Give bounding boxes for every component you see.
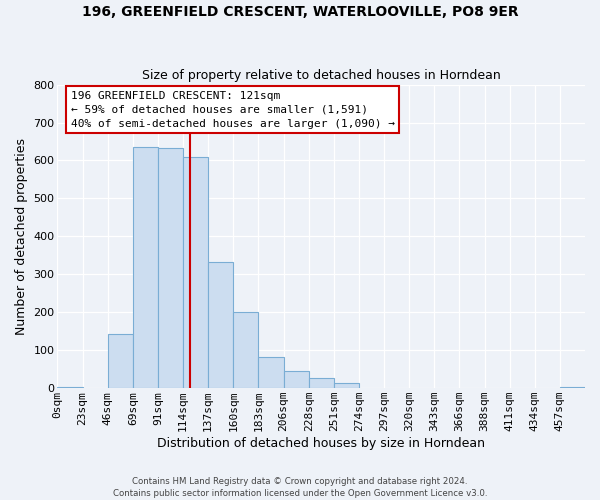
Text: 196, GREENFIELD CRESCENT, WATERLOOVILLE, PO8 9ER: 196, GREENFIELD CRESCENT, WATERLOOVILLE,… <box>82 5 518 19</box>
Bar <box>108 334 133 388</box>
Bar <box>284 371 308 388</box>
Bar <box>560 386 585 388</box>
Bar <box>259 356 284 388</box>
Bar <box>208 262 233 388</box>
Y-axis label: Number of detached properties: Number of detached properties <box>15 138 28 335</box>
Bar <box>133 147 158 388</box>
Text: 196 GREENFIELD CRESCENT: 121sqm
← 59% of detached houses are smaller (1,591)
40%: 196 GREENFIELD CRESCENT: 121sqm ← 59% of… <box>71 90 395 128</box>
Bar <box>308 378 334 388</box>
Bar <box>183 156 208 388</box>
Bar <box>158 148 183 388</box>
Text: Contains HM Land Registry data © Crown copyright and database right 2024.
Contai: Contains HM Land Registry data © Crown c… <box>113 476 487 498</box>
X-axis label: Distribution of detached houses by size in Horndean: Distribution of detached houses by size … <box>157 437 485 450</box>
Bar <box>233 312 259 388</box>
Bar <box>334 383 359 388</box>
Title: Size of property relative to detached houses in Horndean: Size of property relative to detached ho… <box>142 69 500 82</box>
